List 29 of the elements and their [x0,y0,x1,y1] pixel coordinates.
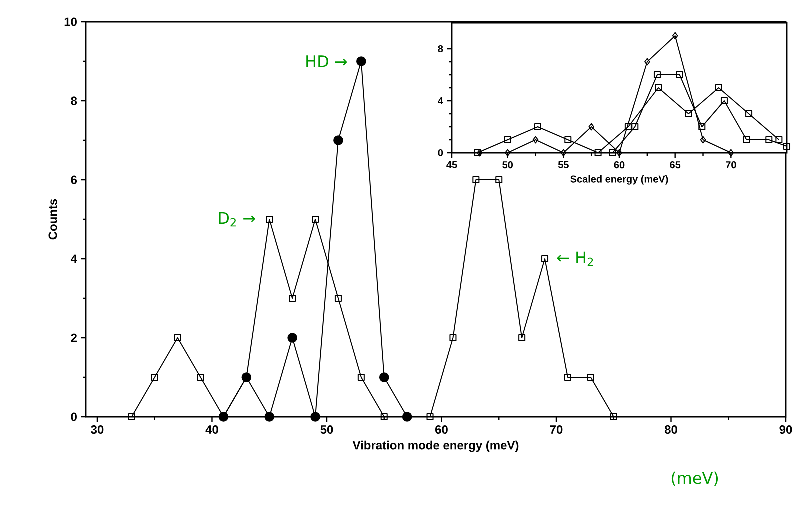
y-axis-title: Counts [48,199,58,240]
y-tick-label: 4 [70,254,78,264]
y-tick-label: 10 [64,18,77,26]
annotation: ← H$_{2}$ [557,252,594,266]
y-tick-label: 0 [71,412,77,422]
y-tick-label: 8 [438,45,444,53]
x-tick-label: 30 [91,426,104,434]
x-tick-label: 50 [502,162,513,169]
x-axis-title: Scaled energy (meV) [570,175,668,185]
x-tick-label: 80 [664,426,678,434]
x-axis-title: Vibration mode energy (meV) [352,440,519,452]
y-tick-label: 4 [438,98,444,104]
x-tick-label: 55 [558,162,569,169]
x-tick-label: 50 [320,426,334,434]
y-tick-label: 6 [71,176,78,184]
x-tick-label: 60 [436,426,448,434]
x-tick-label: 70 [550,426,563,434]
annotation: D$_{2}$ → [219,212,256,227]
x-tick-label: 60 [614,162,625,169]
x-tick-label: 45 [446,162,458,169]
annotation: HD → [306,56,348,68]
y-tick-label: 8 [71,96,78,106]
y-tick-label: 0 [438,149,444,157]
text: (meV) [672,472,718,486]
x-tick-label: 70 [726,162,736,169]
x-tick-label: 90 [780,426,792,434]
y-tick-label: 2 [71,334,77,342]
x-tick-label: 65 [670,162,681,169]
x-tick-label: 40 [206,426,218,434]
